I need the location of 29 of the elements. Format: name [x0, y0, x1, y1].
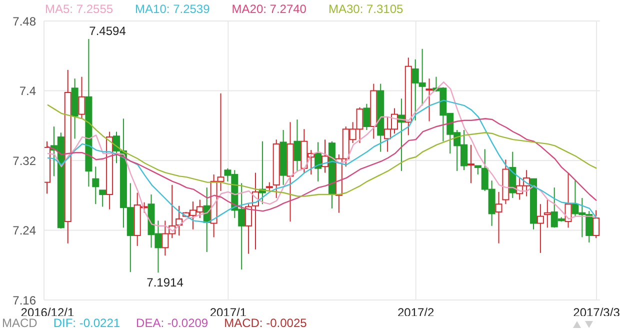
candlestick — [544, 199, 551, 228]
annotation: 7.1914 — [146, 276, 184, 290]
y-tick-label: 7.48 — [12, 14, 36, 28]
text: MA5: 7.2555 — [45, 2, 114, 16]
candlestick — [322, 139, 328, 174]
candlestick — [78, 76, 86, 120]
line-series — [46, 104, 598, 197]
candlestick — [99, 190, 106, 208]
text: DEA: -0.0209 — [136, 316, 208, 330]
text: MA20: 7.2740 — [232, 2, 306, 16]
y-tick-label: 7.4 — [19, 84, 36, 98]
y-tick-label: 7.16 — [12, 293, 36, 308]
text: MA10: 7.2539 — [135, 2, 210, 16]
y-tick-label: 7.32 — [12, 154, 36, 168]
candlestick — [363, 103, 370, 130]
candlestick — [92, 166, 100, 205]
text: MACD — [2, 316, 38, 330]
candlestick — [495, 191, 502, 244]
candlestick — [592, 210, 600, 239]
annotation: 7.4594 — [89, 24, 126, 38]
candlestick — [294, 119, 301, 172]
candlestick — [467, 144, 474, 184]
text: MA30: 7.3105 — [328, 2, 404, 16]
candlestick — [536, 204, 544, 254]
text: MACD: -0.0025 — [224, 316, 307, 330]
y-tick-label: 7.24 — [12, 224, 36, 238]
candlestick — [426, 78, 433, 122]
candlestick — [314, 142, 322, 182]
text: DIF: -0.0221 — [53, 316, 120, 330]
